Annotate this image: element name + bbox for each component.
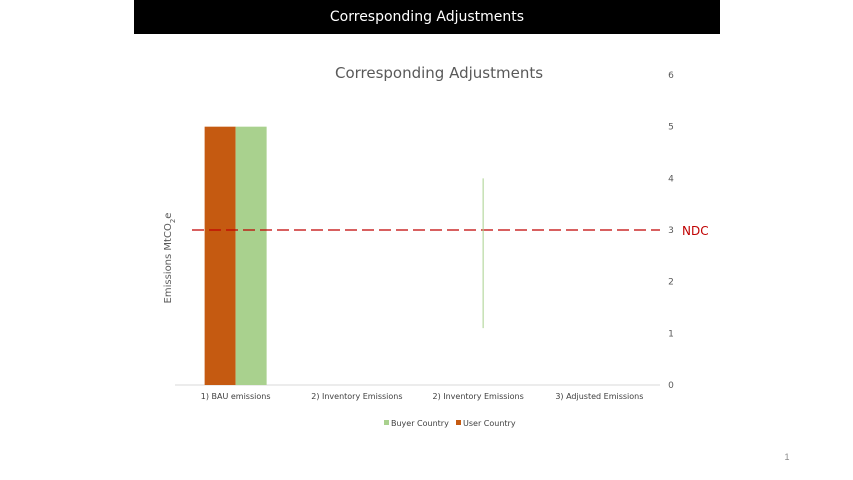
bar-buyer-country bbox=[235, 126, 267, 386]
x-tick-label: 3) Adjusted Emissions bbox=[555, 392, 643, 401]
y-tick-label: 3 bbox=[668, 226, 674, 236]
bar-user-country bbox=[204, 126, 236, 386]
page-number: 1 bbox=[784, 452, 790, 462]
y-tick-label: 5 bbox=[668, 123, 674, 133]
slide-title-bar: Corresponding Adjustments bbox=[134, 0, 720, 34]
x-tick-label: 1) BAU emissions bbox=[201, 392, 271, 401]
legend-swatch bbox=[456, 420, 461, 425]
y-tick-label: 1 bbox=[668, 329, 674, 339]
x-tick-label: 2) Inventory Emissions bbox=[432, 392, 523, 401]
x-axis-labels: 1) BAU emissions 2) Inventory Emissions 2)… bbox=[201, 392, 644, 401]
legend-swatch bbox=[384, 420, 389, 425]
chart-legend: Buyer Country User Country bbox=[384, 419, 516, 428]
chart-title: Corresponding Adjustments bbox=[335, 64, 543, 82]
y-tick-label: 0 bbox=[668, 381, 674, 391]
legend-label: User Country bbox=[463, 419, 516, 428]
y-tick-label: 2 bbox=[668, 278, 674, 288]
y-tick-label: 6 bbox=[668, 71, 674, 81]
y-axis-ticks: 0 1 2 3 4 5 6 bbox=[668, 71, 674, 391]
x-tick-label: 2) Inventory Emissions bbox=[311, 392, 402, 401]
slide-title: Corresponding Adjustments bbox=[329, 9, 525, 25]
chart-annotations: NDC bbox=[192, 178, 709, 329]
bar-marks bbox=[204, 126, 267, 386]
ndc-label: NDC bbox=[682, 224, 709, 238]
y-tick-label: 4 bbox=[668, 174, 674, 184]
y-axis-label: Emissions MtCO2e bbox=[163, 213, 177, 304]
legend-label: Buyer Country bbox=[391, 419, 449, 428]
